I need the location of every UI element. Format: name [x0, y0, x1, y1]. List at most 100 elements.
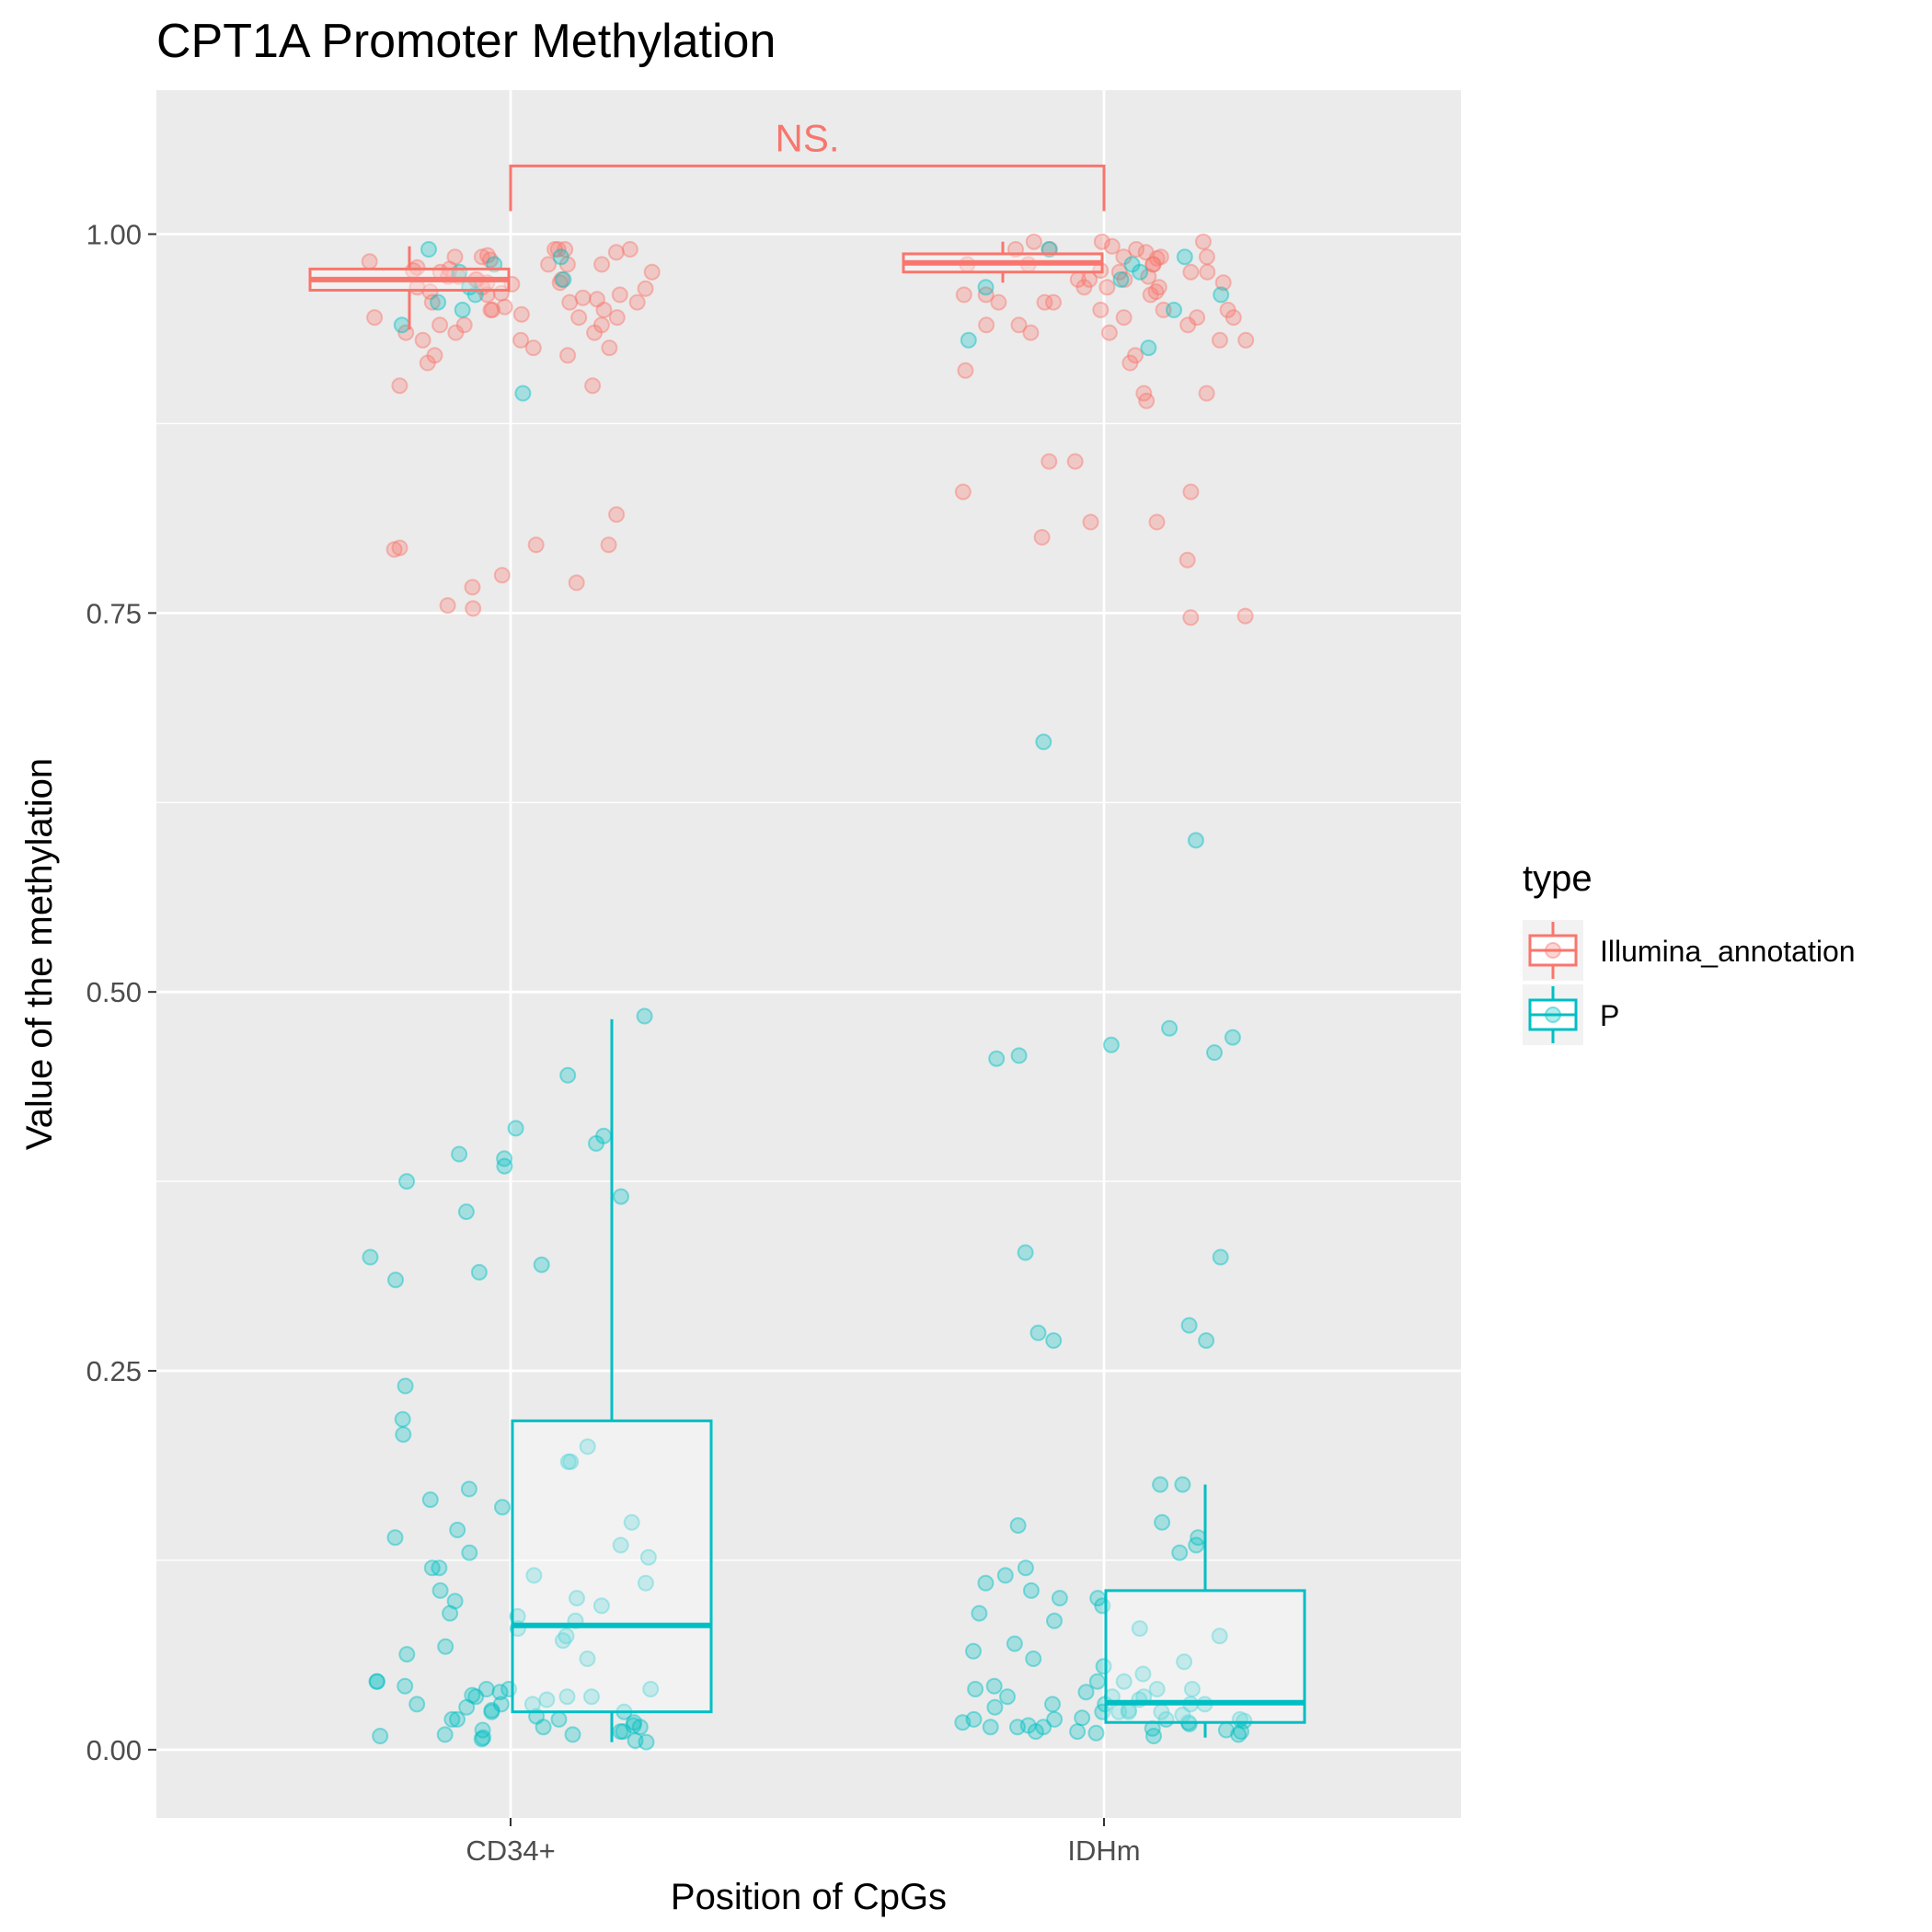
data-point: [394, 1410, 411, 1428]
data-point: [362, 1248, 379, 1266]
data-point: [977, 279, 995, 296]
data-point: [436, 1726, 454, 1743]
data-point: [361, 253, 378, 270]
data-point: [1095, 1658, 1112, 1675]
data-point: [1131, 1620, 1148, 1638]
data-point: [1148, 1681, 1166, 1697]
data-point: [496, 1157, 513, 1175]
data-point: [564, 1726, 581, 1743]
data-point: [1110, 263, 1128, 281]
y-tick-label: 1.00: [86, 219, 142, 251]
data-point: [1135, 385, 1153, 402]
data-point: [568, 574, 585, 592]
data-point: [458, 1698, 476, 1716]
data-point: [1025, 233, 1042, 250]
data-point: [1017, 1244, 1034, 1261]
data-point: [535, 1719, 552, 1736]
box-body: [511, 1419, 713, 1714]
data-point: [496, 298, 513, 316]
data-point: [465, 600, 482, 617]
data-point: [957, 362, 974, 379]
data-point: [1161, 1019, 1179, 1037]
data-point: [408, 1696, 426, 1713]
data-point: [1116, 270, 1133, 288]
data-point: [626, 1714, 643, 1731]
y-axis-title: Value of the methylation: [19, 758, 60, 1150]
data-point: [1134, 1665, 1152, 1683]
data-point: [1010, 1047, 1028, 1064]
data-point: [554, 1632, 571, 1650]
data-point: [638, 1733, 655, 1751]
data-point: [1092, 301, 1110, 318]
data-point: [967, 1681, 984, 1697]
data-point: [1179, 551, 1196, 569]
data-point: [479, 247, 496, 264]
data-point: [579, 1438, 596, 1455]
data-point: [1148, 249, 1166, 267]
data-point: [474, 1721, 491, 1739]
data-point: [1147, 283, 1165, 301]
data-point: [574, 289, 592, 306]
data-point: [1041, 453, 1058, 470]
data-point: [437, 1638, 454, 1655]
data-point: [607, 244, 625, 261]
data-point: [1115, 248, 1133, 266]
data-point: [368, 1673, 385, 1690]
data-point: [1074, 1709, 1091, 1727]
data-point: [553, 270, 570, 288]
data-point: [621, 241, 638, 258]
data-point: [1142, 286, 1159, 304]
data-point: [1128, 241, 1145, 258]
data-point: [494, 1499, 511, 1516]
data-point: [464, 1686, 481, 1704]
data-point: [398, 1646, 416, 1663]
data-point: [595, 301, 613, 318]
data-point: [477, 1681, 495, 1697]
data-point: [1044, 1696, 1061, 1713]
data-point: [600, 536, 617, 554]
data-point: [1152, 1476, 1169, 1493]
data-point: [423, 293, 441, 311]
data-point: [1154, 1513, 1171, 1531]
data-point: [636, 1007, 653, 1025]
data-point: [439, 597, 456, 615]
data-point: [960, 331, 977, 349]
data-point: [965, 1642, 982, 1660]
data-point: [431, 1581, 449, 1599]
data-point: [481, 251, 499, 269]
data-point: [551, 274, 569, 292]
data-point: [1155, 301, 1172, 318]
data-point: [397, 1377, 414, 1395]
data-point: [1219, 301, 1236, 318]
data-point: [1088, 1673, 1106, 1690]
data-point: [1138, 392, 1156, 409]
data-point: [369, 1673, 385, 1690]
data-point: [1022, 1581, 1040, 1599]
data-point: [385, 541, 403, 558]
data-point: [1206, 1044, 1223, 1062]
data-point: [473, 1731, 490, 1748]
data-point: [557, 241, 574, 258]
data-point: [512, 331, 530, 349]
box-glyphs: [308, 241, 1306, 1742]
data-point: [447, 324, 465, 341]
data-point: [527, 536, 545, 554]
data-point: [549, 241, 567, 258]
data-point: [391, 377, 408, 395]
data-point: [1180, 1317, 1198, 1334]
data-point: [1211, 331, 1228, 349]
data-point: [971, 1604, 988, 1622]
data-point: [491, 1684, 509, 1701]
data-point: [611, 286, 628, 304]
data-point: [612, 1536, 629, 1554]
major-gridlines: [156, 90, 1461, 1818]
data-point: [457, 1203, 475, 1221]
data-point: [1199, 263, 1216, 281]
data-point: [1236, 607, 1254, 625]
data-point: [1045, 1332, 1063, 1350]
plot-panel: [156, 90, 1461, 1818]
data-point: [493, 567, 511, 584]
data-point: [454, 301, 471, 318]
y-axis: 0.00 0.25 0.50 0.75 1.00: [86, 219, 156, 1766]
